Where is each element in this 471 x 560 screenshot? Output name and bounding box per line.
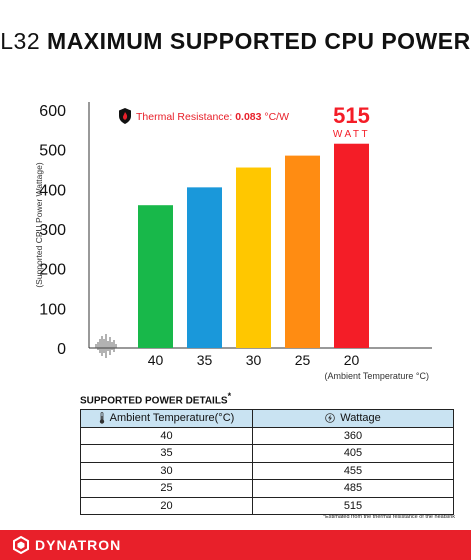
- x-tick-label: 20: [344, 352, 360, 368]
- wattage-cell: 485: [252, 479, 454, 498]
- y-tick-label: 300: [39, 222, 66, 239]
- bar: [236, 167, 271, 348]
- model-name: L32: [0, 28, 41, 54]
- details-heading-text: SUPPORTED POWER DETAILS: [80, 395, 228, 407]
- title-text: MAXIMUM SUPPORTED CPU POWER: [47, 28, 471, 54]
- y-tick-label: 400: [39, 182, 66, 199]
- footnote: *Estimated from the thermal resistance o…: [322, 514, 455, 520]
- bar: [285, 155, 320, 348]
- page-title: L32 MAXIMUM SUPPORTED CPU POWER: [0, 28, 471, 55]
- dynatron-logo-icon: [13, 536, 29, 554]
- table-row: 25 485: [80, 479, 454, 498]
- temperature-cell: 35: [80, 444, 253, 463]
- wattage-cell: 360: [252, 426, 454, 445]
- temperature-cell: 40: [80, 426, 253, 445]
- table-header-row: Ambient Temperature(°C) Wattage: [80, 409, 454, 428]
- temperature-cell: 25: [80, 479, 253, 498]
- brand-name: DYNATRON: [35, 537, 122, 553]
- wattage-cell: 455: [252, 461, 454, 480]
- details-heading: SUPPORTED POWER DETAILS*: [80, 391, 231, 406]
- max-value-callout: 515: [333, 103, 370, 128]
- power-bar-chart: 0 100 200 300 400 500 600 (Supported CPU Power …: [34, 102, 432, 381]
- temperature-header: Ambient Temperature(°C): [80, 409, 253, 428]
- x-tick-label: 30: [246, 352, 262, 368]
- power-bolt-icon: [325, 413, 336, 424]
- footer-bar: DYNATRON: [0, 530, 471, 560]
- thermal-resistance-annotation: Thermal Resistance: 0.083 °C/W: [136, 111, 289, 123]
- bar: [138, 205, 173, 348]
- power-details-table: Ambient Temperature(°C) Wattage 40 360 3…: [80, 409, 454, 515]
- x-tick-label: 35: [197, 352, 213, 368]
- table-row: 40 360: [80, 426, 454, 445]
- table-row: 30 455: [80, 461, 454, 480]
- temperature-cell: 20: [80, 496, 253, 515]
- flame-shield-icon: [119, 108, 131, 124]
- wattage-cell: 515: [252, 496, 454, 515]
- thermal-resistance-unit: °C/W: [261, 111, 289, 123]
- x-tick-label: 25: [295, 352, 311, 368]
- y-tick-label: 600: [39, 103, 66, 120]
- thermal-resistance-value: 0.083: [235, 111, 261, 123]
- y-tick-label: 500: [39, 143, 66, 160]
- y-tick-label: 200: [39, 262, 66, 279]
- bar: [187, 187, 222, 348]
- details-heading-mark: *: [227, 391, 232, 401]
- thermal-resistance-label: Thermal Resistance:: [136, 111, 235, 123]
- wattage-header: Wattage: [252, 409, 454, 428]
- table-row: 20 515: [80, 496, 454, 515]
- wattage-header-label: Wattage: [340, 412, 381, 425]
- table-row: 35 405: [80, 444, 454, 463]
- thermometer-icon: [99, 412, 104, 424]
- temperature-header-label: Ambient Temperature(°C): [109, 412, 235, 425]
- temperature-cell: 30: [80, 461, 253, 480]
- wattage-cell: 405: [252, 444, 454, 463]
- y-axis-label: (Supported CPU Power Wattage): [34, 162, 44, 288]
- max-value-unit: WATT: [333, 129, 370, 140]
- brand-logo: DYNATRON: [12, 536, 121, 554]
- bar: [334, 143, 369, 348]
- x-axis-label: (Ambient Temperature °C): [325, 371, 429, 381]
- y-tick-label: 100: [39, 301, 66, 318]
- y-tick-label: 0: [57, 341, 66, 358]
- x-tick-label: 40: [148, 352, 164, 368]
